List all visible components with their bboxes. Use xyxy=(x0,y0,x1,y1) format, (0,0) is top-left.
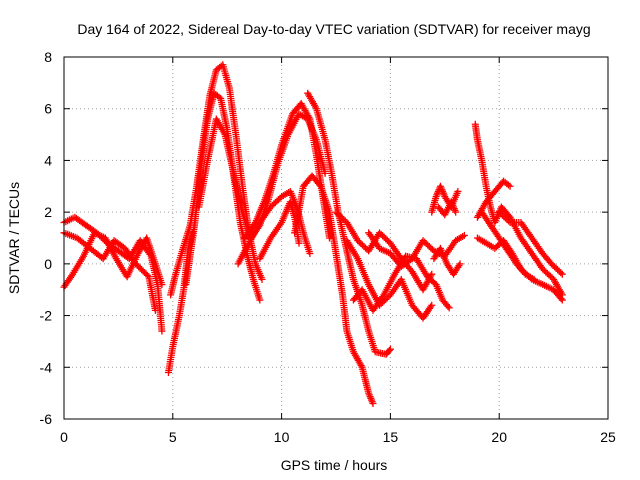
series-track-a xyxy=(60,213,166,335)
y-axis-label: SDTVAR / TECUs xyxy=(6,182,22,294)
x-tick-label: 5 xyxy=(169,429,177,445)
data-point xyxy=(295,239,303,247)
y-tick-label: 4 xyxy=(44,152,52,168)
data-point xyxy=(454,187,462,195)
data-point xyxy=(558,270,566,278)
series-track-q xyxy=(430,244,464,278)
x-tick-label: 20 xyxy=(491,429,507,445)
data-point xyxy=(558,296,566,304)
data-point xyxy=(456,260,464,268)
series-track-t xyxy=(471,120,566,299)
series-track-h xyxy=(241,100,333,242)
x-axis-label: GPS time / hours xyxy=(281,457,388,473)
data-point xyxy=(385,346,393,354)
data-point xyxy=(151,306,159,314)
series-track-s xyxy=(434,198,460,219)
data-point xyxy=(325,234,333,242)
chart-title: Day 164 of 2022, Sidereal Day-to-day VTE… xyxy=(77,21,590,37)
data-point xyxy=(445,304,453,312)
data-point xyxy=(258,275,266,283)
data-point xyxy=(428,270,436,278)
data-point xyxy=(504,181,512,189)
data-point xyxy=(306,250,314,258)
y-tick-label: 0 xyxy=(44,256,52,272)
axis-ticks: 0 5 10 15 20 25 -6 -4 -2 0 2 4 6 8 xyxy=(40,49,616,445)
data-point xyxy=(427,303,435,311)
data-point xyxy=(557,269,565,277)
series-track-x xyxy=(478,208,538,283)
data-point xyxy=(158,327,166,335)
series-track-p xyxy=(365,229,468,270)
data-point xyxy=(557,295,565,303)
data-point xyxy=(444,302,452,310)
data-point xyxy=(505,217,513,225)
data-point xyxy=(369,399,377,407)
y-tick-label: 2 xyxy=(44,204,52,220)
data-point xyxy=(460,231,468,239)
y-tick-label: -6 xyxy=(40,411,53,427)
y-tick-label: 8 xyxy=(44,49,52,65)
x-tick-label: 25 xyxy=(600,429,616,445)
x-tick-label: 0 xyxy=(60,429,68,445)
series-track-k xyxy=(291,172,377,407)
data-point xyxy=(530,275,538,283)
y-tick-label: 6 xyxy=(44,101,52,117)
series-track-c xyxy=(60,229,166,291)
data-point xyxy=(428,301,436,309)
series-track-i xyxy=(234,187,314,268)
data-point xyxy=(506,182,514,190)
data-points xyxy=(60,61,566,407)
y-tick-label: -2 xyxy=(40,308,53,324)
data-point xyxy=(158,281,166,289)
y-tick-label: -4 xyxy=(40,359,53,375)
data-point xyxy=(386,345,394,353)
plot-frame xyxy=(63,56,609,420)
x-tick-label: 15 xyxy=(383,429,399,445)
data-point xyxy=(143,271,151,279)
x-tick-label: 10 xyxy=(274,429,290,445)
data-point xyxy=(256,296,264,304)
series-track-w xyxy=(495,208,566,278)
data-point xyxy=(452,208,460,216)
